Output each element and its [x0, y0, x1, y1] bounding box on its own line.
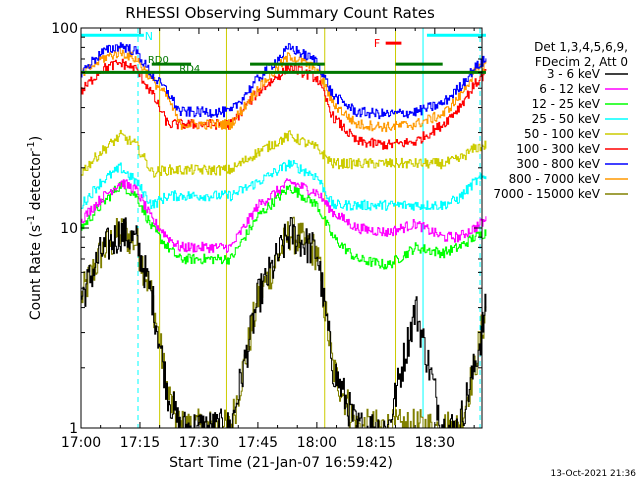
legend-entry-label: 7000 - 15000 keV — [493, 187, 600, 201]
x-tick-label: 17:30 — [179, 435, 219, 451]
y-tick-label: 1 — [69, 421, 78, 437]
x-tick-label: 17:15 — [120, 435, 160, 451]
legend-entry-label: 6 - 12 keV — [539, 82, 601, 96]
flag-layer: N F RD0 RD4 — [81, 30, 486, 75]
y-axis-label: Count Rate (s-1 detector-1) — [26, 136, 44, 320]
legend-entry-label: 100 - 300 keV — [516, 142, 600, 156]
flag-n-label: N — [145, 30, 153, 43]
series-line — [81, 48, 487, 133]
series-line — [81, 217, 487, 429]
x-tick-label: 17:00 — [61, 435, 101, 451]
legend-entry-label: 12 - 25 keV — [532, 97, 601, 111]
legend-header-1: Det 1,3,4,5,6,9, — [534, 40, 628, 54]
x-axis: 17:00 17:15 17:30 17:45 18:00 18:15 18:30 — [61, 28, 475, 451]
y-tick-label: 10 — [60, 221, 78, 237]
legend-entry-label: 3 - 6 keV — [547, 67, 601, 81]
rd0-label: RD0 — [148, 55, 169, 66]
x-tick-label: 18:00 — [297, 435, 337, 451]
legend-entry-label: 800 - 7000 keV — [509, 172, 601, 186]
series-layer — [81, 42, 487, 429]
y-axis: 1 10 100 — [51, 21, 482, 437]
legend-header-2: FDecim 2, Att 0 — [535, 55, 628, 69]
series-line — [81, 129, 487, 178]
legend: Det 1,3,4,5,6,9, FDecim 2, Att 0 3 - 6 k… — [493, 40, 628, 201]
series-line — [81, 181, 487, 270]
legend-entry-label: 50 - 100 keV — [524, 127, 601, 141]
y-tick-label: 100 — [51, 21, 78, 37]
x-tick-label: 18:30 — [415, 435, 455, 451]
series-line — [81, 159, 487, 211]
chart-title: RHESSI Observing Summary Count Rates — [125, 4, 435, 22]
series-line — [81, 178, 487, 254]
flag-f-label: F — [374, 37, 380, 50]
legend-entry-label: 300 - 800 keV — [516, 157, 600, 171]
series-line — [81, 58, 487, 150]
footer-timestamp: 13-Oct-2021 21:36 — [551, 469, 637, 479]
x-tick-label: 18:15 — [356, 435, 396, 451]
legend-entry-label: 25 - 50 keV — [532, 112, 601, 126]
rd4-label: RD4 — [179, 64, 200, 75]
x-axis-label: Start Time (21-Jan-07 16:59:42) — [169, 455, 393, 471]
x-tick-label: 17:45 — [238, 435, 278, 451]
plot-area — [80, 28, 481, 428]
series-line — [81, 42, 487, 120]
